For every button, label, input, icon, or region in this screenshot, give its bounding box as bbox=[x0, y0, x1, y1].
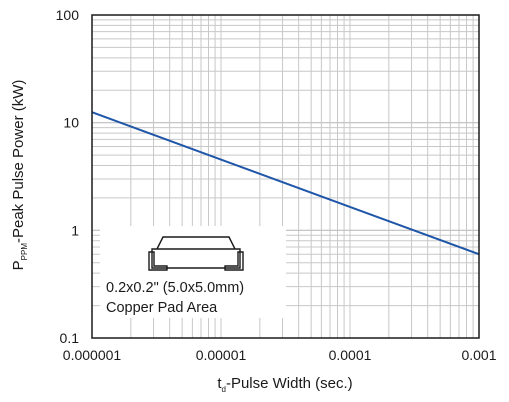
plot-frame bbox=[91, 14, 480, 339]
x-tick-label: 0.00001 bbox=[196, 347, 247, 363]
smd-package-icon bbox=[148, 236, 244, 271]
y-tick-label: 0.1 bbox=[60, 330, 80, 346]
x-tick-label: 0.001 bbox=[461, 347, 496, 363]
y-tick-label: 10 bbox=[63, 115, 79, 131]
y-tick-label: 1 bbox=[71, 222, 79, 238]
x-axis-label: td-Pulse Width (sec.) bbox=[217, 375, 352, 394]
annotation-line1: 0.2x0.2" (5.0x5.0mm) bbox=[106, 280, 244, 296]
series-line bbox=[91, 111, 480, 256]
tick-labels: 0.000001 0.00001 0.0001 0.001 0.1 1 10 100 bbox=[56, 7, 497, 363]
x-tick-label: 0.000001 bbox=[63, 347, 122, 363]
x-tick-label: 0.0001 bbox=[329, 347, 372, 363]
annotation-line2: Copper Pad Area bbox=[106, 300, 218, 316]
series-layer bbox=[91, 111, 480, 256]
y-tick-label: 100 bbox=[56, 7, 80, 23]
annotation-box: 0.2x0.2" (5.0x5.0mm) Copper Pad Area bbox=[100, 226, 286, 318]
y-axis-label: PPPM-Peak Pulse Power (kW) bbox=[10, 80, 29, 271]
